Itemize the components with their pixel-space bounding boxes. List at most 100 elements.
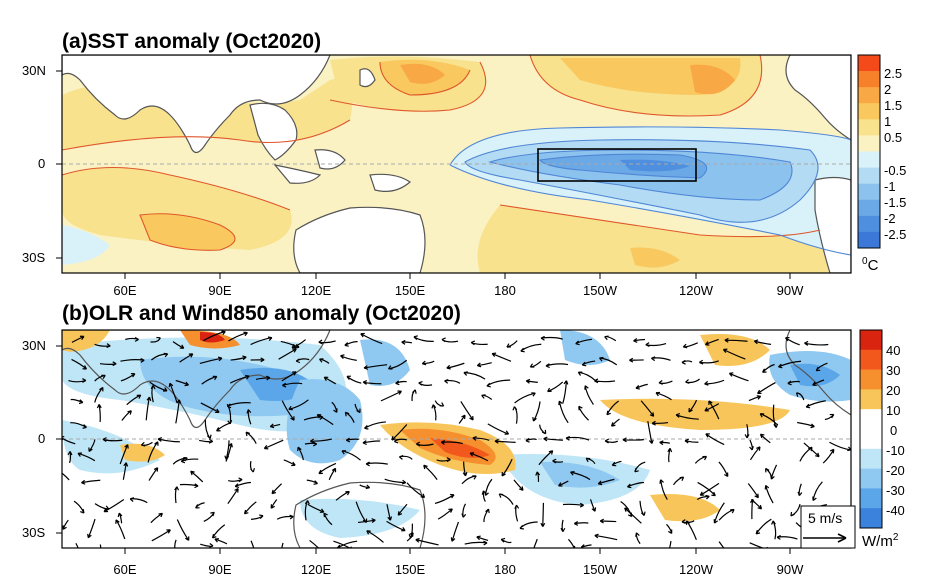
panel-b-title: (b)OLR and Wind850 anomaly (Oct2020) (62, 302, 461, 325)
wind-arrow (94, 374, 106, 382)
wind-arrow (366, 530, 384, 543)
wind-arrow (750, 498, 755, 520)
wind-arrow (533, 538, 538, 548)
wind-arrow (724, 337, 748, 343)
wind-arrow (148, 467, 159, 481)
wind-arrow (346, 375, 362, 384)
olr-cbar-label: 20 (886, 383, 901, 398)
olr-cbar-label: -40 (886, 503, 905, 518)
wind-arrow (176, 519, 190, 541)
wind-arrow (529, 360, 542, 368)
wind-arrow (249, 460, 255, 473)
wind-arrow (659, 440, 671, 446)
wind-arrow (211, 524, 226, 539)
wind-arrow (94, 343, 111, 349)
wind-arrow (227, 488, 239, 505)
wind-arrow (276, 514, 294, 520)
americas (785, 55, 851, 141)
wind-arrow (147, 441, 159, 463)
wind-arrow (117, 512, 123, 524)
wind-arrow (307, 503, 325, 513)
wind-arrow (70, 398, 84, 405)
wind-arrow (413, 335, 434, 342)
wind-arrow (431, 404, 437, 421)
wind-arrow (418, 380, 433, 386)
wind-arrow (444, 378, 461, 384)
wind-arrow (440, 440, 463, 445)
wind-arrow (748, 395, 762, 402)
wind-arrow (744, 424, 750, 439)
wind-arrow (562, 502, 584, 508)
wind-arrow (345, 437, 359, 443)
asia-landmass (62, 55, 331, 154)
lon-label-b: 60E (113, 562, 137, 577)
wind-arrow (771, 520, 777, 540)
sst-warm-patch (630, 247, 680, 268)
wind-arrow (581, 360, 596, 367)
wind-arrow (514, 504, 520, 522)
lon-label-b: 180 (494, 562, 516, 577)
wind-arrow (790, 504, 801, 517)
wind-arrow (434, 400, 445, 407)
wind-arrow (759, 413, 778, 426)
wind-arrow (633, 338, 646, 343)
wind-arrow (81, 479, 101, 485)
wind-arrow (704, 338, 719, 346)
wind-arrow (151, 529, 171, 542)
sst-colorbar-swatch (858, 167, 880, 184)
wind-arrow (486, 379, 511, 388)
wind-arrow (718, 461, 729, 478)
wind-arrow (543, 436, 563, 442)
wind-arrow (708, 400, 720, 420)
wind-arrow (318, 339, 336, 345)
sst-cbar-label: 2 (884, 82, 892, 97)
sst-colorbar-swatch (858, 231, 880, 249)
wind-arrow (594, 533, 618, 541)
wind-arrow (776, 535, 798, 540)
sst-cbar-label: 0.5 (884, 130, 903, 145)
olr-colorbar (859, 329, 883, 529)
wind-arrow (73, 500, 85, 514)
olr-colorbar-frame (859, 329, 883, 529)
wind-arrow (255, 375, 271, 381)
wind-arrow (263, 439, 284, 450)
wind-arrow (718, 508, 735, 521)
wind-arrow (562, 380, 569, 404)
wind-arrow (483, 508, 490, 523)
wind-arrow (685, 378, 700, 384)
wind-arrow (685, 520, 697, 540)
wind-arrow (436, 457, 451, 463)
wind-arrow (647, 421, 654, 444)
wind-arrow (281, 371, 297, 382)
wind-arrow (540, 502, 546, 528)
olr-cbar-label: -20 (886, 463, 905, 478)
lon-label-a: 90W (776, 283, 804, 298)
sst-cold-tongue (620, 159, 690, 172)
wind-arrow (359, 484, 371, 490)
wind-arrow (599, 356, 618, 366)
lon-label-b: 90W (776, 562, 804, 577)
wind-arrow (225, 442, 233, 462)
sst-colorbar-swatch (858, 103, 880, 120)
olr-colorbar-swatch (860, 429, 882, 450)
wind-arrow (645, 342, 667, 347)
lat-label-30n-a: 30N (22, 63, 46, 78)
sst-colorbar-swatch (858, 119, 880, 136)
wind-arrow (344, 411, 355, 423)
wind-arrow (749, 446, 761, 461)
wind-arrow (364, 421, 386, 430)
wind-arrow (539, 424, 547, 435)
wind-arrow (597, 478, 615, 486)
wind-arrow (441, 337, 459, 343)
wind-arrow (168, 382, 178, 404)
new-guinea (369, 173, 411, 192)
lat-label-30s-b: 30S (22, 525, 46, 540)
wind-arrow (157, 437, 180, 443)
lon-label-b: 90E (208, 562, 232, 577)
wind-arrow (316, 414, 334, 426)
wind-arrow (281, 400, 295, 421)
panel-a-title: (a)SST anomaly (Oct2020) (62, 30, 322, 53)
wind-arrow (199, 438, 214, 444)
sst-cbar-label: 2.5 (884, 66, 903, 81)
